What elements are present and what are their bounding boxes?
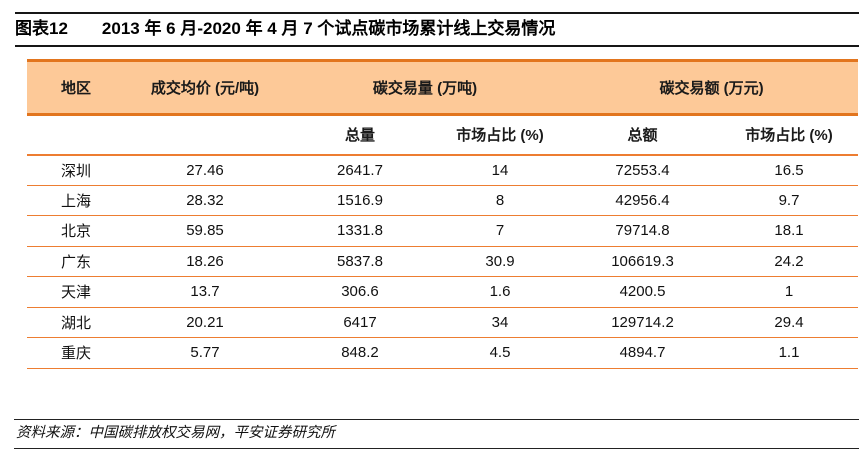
table-row-shanghai: 上海 28.32 1516.9 8 42956.4 9.7 [27,185,859,216]
cell-amount-share: 16.5 [720,154,859,186]
exhibit-number: 图表12 [15,19,68,38]
exhibit-title-block: 图表12 2013 年 6 月-2020 年 4 月 7 个试点碳市场累计线上交… [15,12,859,47]
table-row-chongqing: 重庆 5.77 848.2 4.5 4894.7 1.1 [27,337,859,369]
subheader-empty [125,114,285,156]
cell-amount-share: 18.1 [720,215,859,247]
cell-amount-total: 4894.7 [565,337,721,369]
cell-volume-total: 5837.8 [285,246,435,277]
cell-volume-share: 14 [435,154,566,186]
table-row-hubei: 湖北 20.21 6417 34 129714.2 29.4 [27,307,859,338]
cell-volume-share: 1.6 [435,276,566,308]
source-note: 资料来源：中国碳排放权交易网，平安证券研究所 [14,419,859,449]
table-header-row: 地区 成交均价 (元/吨) 碳交易量 (万吨) 碳交易额 (万元) [27,59,859,116]
exhibit-page: 图表12 2013 年 6 月-2020 年 4 月 7 个试点碳市场累计线上交… [0,12,866,452]
cell-volume-total: 306.6 [285,276,435,308]
subheader-amount-total: 总额 [565,114,721,156]
cell-amount-share: 29.4 [720,307,859,338]
cell-amount-share: 24.2 [720,246,859,277]
cell-region: 上海 [27,185,125,216]
cell-volume-total: 1516.9 [285,185,435,216]
table-row-tianjin: 天津 13.7 306.6 1.6 4200.5 1 [27,276,859,308]
cell-region: 重庆 [27,337,125,369]
cell-amount-total: 129714.2 [565,307,721,338]
cell-volume-total: 848.2 [285,337,435,369]
cell-avg-price: 28.32 [125,185,285,216]
cell-avg-price: 13.7 [125,276,285,308]
cell-volume-total: 6417 [285,307,435,338]
cell-volume-share: 30.9 [435,246,566,277]
cell-volume-total: 2641.7 [285,154,435,186]
cell-avg-price: 27.46 [125,154,285,186]
cell-avg-price: 59.85 [125,215,285,247]
source-text: 资料来源：中国碳排放权交易网，平安证券研究所 [16,425,335,441]
col-header-amount-group: 碳交易额 (万元) [565,59,859,116]
cell-avg-price: 5.77 [125,337,285,369]
cell-amount-total: 106619.3 [565,246,721,277]
cell-amount-share: 1.1 [720,337,859,369]
cell-volume-total: 1331.8 [285,215,435,247]
subheader-volume-total: 总量 [285,114,435,156]
exhibit-title-line: 图表12 2013 年 6 月-2020 年 4 月 7 个试点碳市场累计线上交… [15,19,859,39]
subheader-empty [27,114,125,156]
cell-avg-price: 20.21 [125,307,285,338]
cell-volume-share: 8 [435,185,566,216]
cell-amount-share: 9.7 [720,185,859,216]
cell-region: 湖北 [27,307,125,338]
cell-volume-share: 4.5 [435,337,566,369]
cell-amount-share: 1 [720,276,859,308]
cell-volume-share: 7 [435,215,566,247]
table-row-beijing: 北京 59.85 1331.8 7 79714.8 18.1 [27,215,859,247]
col-header-region: 地区 [27,59,125,116]
table-row-guangdong: 广东 18.26 5837.8 30.9 106619.3 24.2 [27,246,859,277]
subheader-volume-share: 市场占比 (%) [435,114,566,156]
col-header-avg-price: 成交均价 (元/吨) [125,59,285,116]
carbon-market-table: 地区 成交均价 (元/吨) 碳交易量 (万吨) 碳交易额 (万元) 总量 市场占… [27,59,859,369]
cell-volume-share: 34 [435,307,566,338]
cell-amount-total: 79714.8 [565,215,721,247]
col-header-volume-group: 碳交易量 (万吨) [285,59,566,116]
cell-avg-price: 18.26 [125,246,285,277]
cell-amount-total: 72553.4 [565,154,721,186]
cell-region: 深圳 [27,154,125,186]
cell-region: 广东 [27,246,125,277]
table-row-shenzhen: 深圳 27.46 2641.7 14 72553.4 16.5 [27,154,859,186]
exhibit-title: 2013 年 6 月-2020 年 4 月 7 个试点碳市场累计线上交易情况 [101,19,556,38]
cell-region: 天津 [27,276,125,308]
cell-amount-total: 42956.4 [565,185,721,216]
cell-amount-total: 4200.5 [565,276,721,308]
table-subheader-row: 总量 市场占比 (%) 总额 市场占比 (%) [27,114,859,156]
subheader-amount-share: 市场占比 (%) [720,114,859,156]
cell-region: 北京 [27,215,125,247]
